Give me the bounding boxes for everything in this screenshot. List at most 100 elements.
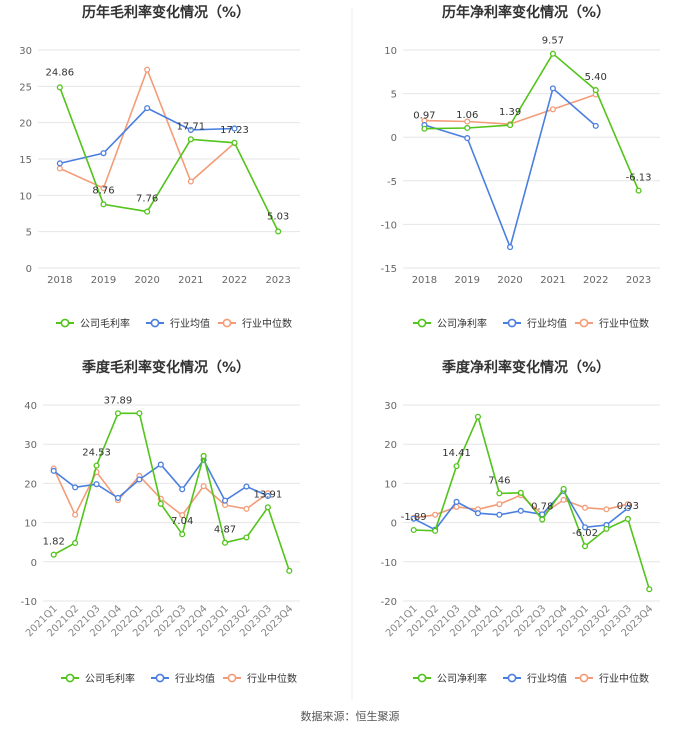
y-tick-label: 30 (384, 401, 397, 412)
legend-marker (155, 673, 165, 683)
data-label: 9.57 (542, 36, 564, 47)
legend-label: 公司净利率 (437, 317, 487, 330)
data-point (453, 498, 460, 505)
data-point (243, 505, 250, 512)
data-point (157, 500, 164, 507)
legend-marker (222, 318, 232, 328)
data-point (549, 106, 556, 113)
y-tick-label: 30 (19, 46, 32, 57)
data-label: 0.97 (413, 111, 435, 122)
legend-label: 公司毛利率 (85, 672, 135, 685)
legend-label: 行业中位数 (242, 317, 292, 330)
data-label: 13.91 (254, 489, 283, 500)
data-point (50, 551, 57, 558)
data-point (432, 527, 439, 534)
data-point (624, 505, 631, 512)
legend-label: 行业中位数 (247, 672, 297, 685)
legend-marker (65, 673, 75, 683)
data-point (187, 178, 194, 185)
data-point (179, 512, 186, 519)
data-point (464, 135, 471, 142)
data-point (646, 586, 653, 593)
data-point (560, 496, 567, 503)
x-tick-label: 2022 (583, 275, 608, 286)
y-tick-label: 10 (24, 519, 37, 530)
x-tick-label: 2023 (265, 275, 290, 286)
y-tick-label: 0 (391, 133, 397, 144)
data-point (421, 125, 428, 132)
legend-marker (60, 318, 70, 328)
legend-marker (417, 318, 427, 328)
data-point (410, 515, 417, 522)
y-tick-label: 0 (26, 264, 32, 275)
data-point (592, 122, 599, 129)
data-label: 8.76 (92, 185, 114, 196)
y-tick-label: 20 (19, 119, 32, 130)
y-tick-label: 5 (26, 228, 32, 239)
x-tick-label: 2018 (412, 275, 437, 286)
data-point (56, 84, 63, 91)
data-point (264, 492, 271, 499)
chart-panel-2: 历年净利率变化情况（%） -15 -10 -5 0 5 10 2018 2019 2020 2021… (381, 4, 660, 330)
data-point (464, 124, 471, 132)
chart-panel-1: 历年毛利率变化情况（%） 0 5 10 15 20 25 30 2018 2019 2020 2021… (19, 4, 300, 330)
data-point (243, 483, 250, 490)
series-line-1 (424, 52, 640, 192)
legend-marker (417, 673, 427, 683)
y-tick-label: -10 (381, 220, 397, 231)
x-tick-label: 2022 (222, 275, 247, 286)
chart-title: 历年毛利率变化情况（%） (82, 4, 250, 21)
y-tick-label: 20 (24, 479, 37, 490)
legend-marker (579, 673, 589, 683)
data-point (72, 539, 79, 547)
series-line-2 (59, 107, 235, 165)
data-point (581, 543, 589, 550)
data-point (496, 501, 503, 508)
y-tick-label: -20 (381, 597, 397, 608)
chart-title: 季度净利率变化情况（%） (441, 359, 610, 376)
data-point (592, 87, 599, 94)
series-line-1 (413, 414, 651, 590)
data-point (517, 489, 524, 496)
data-label: -6.02 (572, 528, 598, 539)
data-point (603, 506, 610, 513)
data-point (496, 490, 503, 497)
y-tick-label: 30 (24, 440, 37, 451)
data-point (200, 483, 207, 490)
data-label: 5.03 (267, 211, 289, 222)
data-label: 24.86 (46, 67, 75, 78)
data-point (114, 494, 122, 501)
series-line-3 (52, 468, 269, 517)
data-point (144, 66, 151, 73)
y-tick-label: 25 (19, 82, 32, 93)
chart-title: 历年净利率变化情况（%） (442, 4, 610, 21)
data-label: 0.78 (531, 502, 553, 513)
y-tick-label: 0 (391, 519, 397, 530)
x-tick-label: 2019 (91, 275, 116, 286)
data-point (264, 504, 271, 511)
data-point (179, 531, 186, 538)
data-label: 14.41 (442, 448, 471, 459)
data-label: -1.89 (401, 512, 427, 523)
data-point (496, 511, 503, 518)
data-point (100, 185, 107, 192)
y-tick-label: 10 (19, 191, 32, 202)
x-tick-label: 2018 (47, 275, 72, 286)
y-tick-label: -10 (21, 597, 37, 608)
data-point (221, 539, 229, 546)
legend-marker (507, 318, 517, 328)
data-label: 4.87 (214, 525, 236, 536)
legend-marker (579, 318, 589, 328)
legend-marker (150, 318, 160, 328)
x-tick-label: 2021 (178, 275, 203, 286)
data-point (100, 150, 107, 157)
data-point (157, 461, 164, 468)
data-point (507, 122, 514, 129)
data-point (507, 244, 514, 251)
data-label: 1.06 (456, 110, 478, 121)
chart-title: 季度毛利率变化情况（%） (81, 359, 250, 376)
legend-label: 公司净利率 (437, 672, 487, 685)
series-line-1 (53, 412, 291, 572)
data-point (136, 410, 143, 417)
y-tick-label: -15 (381, 264, 397, 275)
